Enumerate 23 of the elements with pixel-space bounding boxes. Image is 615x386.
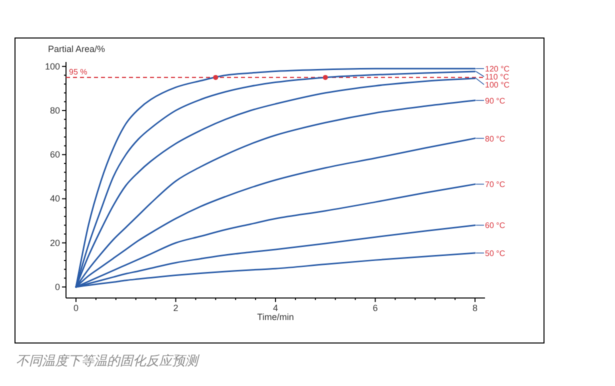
legend-label: 60 °C bbox=[485, 221, 506, 230]
legend-label: 50 °C bbox=[485, 249, 506, 258]
y-tick-label: 20 bbox=[50, 238, 60, 248]
y-tick-label: 100 bbox=[44, 61, 60, 72]
legend-label: 70 °C bbox=[485, 180, 506, 190]
legend-label: 110 °C bbox=[485, 72, 510, 82]
text: 不同温度下等温的固化反应预测 bbox=[16, 352, 198, 370]
y-tick-label: 40 bbox=[50, 194, 60, 204]
y-tick-label: 60 bbox=[50, 150, 60, 160]
x-axis-title: Time/min bbox=[257, 312, 294, 322]
legend-label: 100 °C bbox=[485, 80, 510, 90]
y-tick-label: 80 bbox=[50, 106, 60, 116]
x-tick-label: 2 bbox=[173, 303, 178, 313]
ref-line-label: 95 % bbox=[69, 67, 88, 76]
x-tick-label: 0 bbox=[73, 303, 78, 313]
x-tick-label: 8 bbox=[472, 303, 478, 313]
y-axis-title: Partial Area/% bbox=[48, 44, 106, 54]
legend-label: 120 °C bbox=[485, 64, 510, 74]
x-tick-label: 6 bbox=[372, 303, 378, 313]
legend-label: 80 °C bbox=[485, 134, 506, 144]
legend-label: 90 °C bbox=[485, 96, 506, 106]
x-tick-label: 4 bbox=[272, 303, 278, 313]
y-tick-label: 0 bbox=[54, 282, 60, 292]
